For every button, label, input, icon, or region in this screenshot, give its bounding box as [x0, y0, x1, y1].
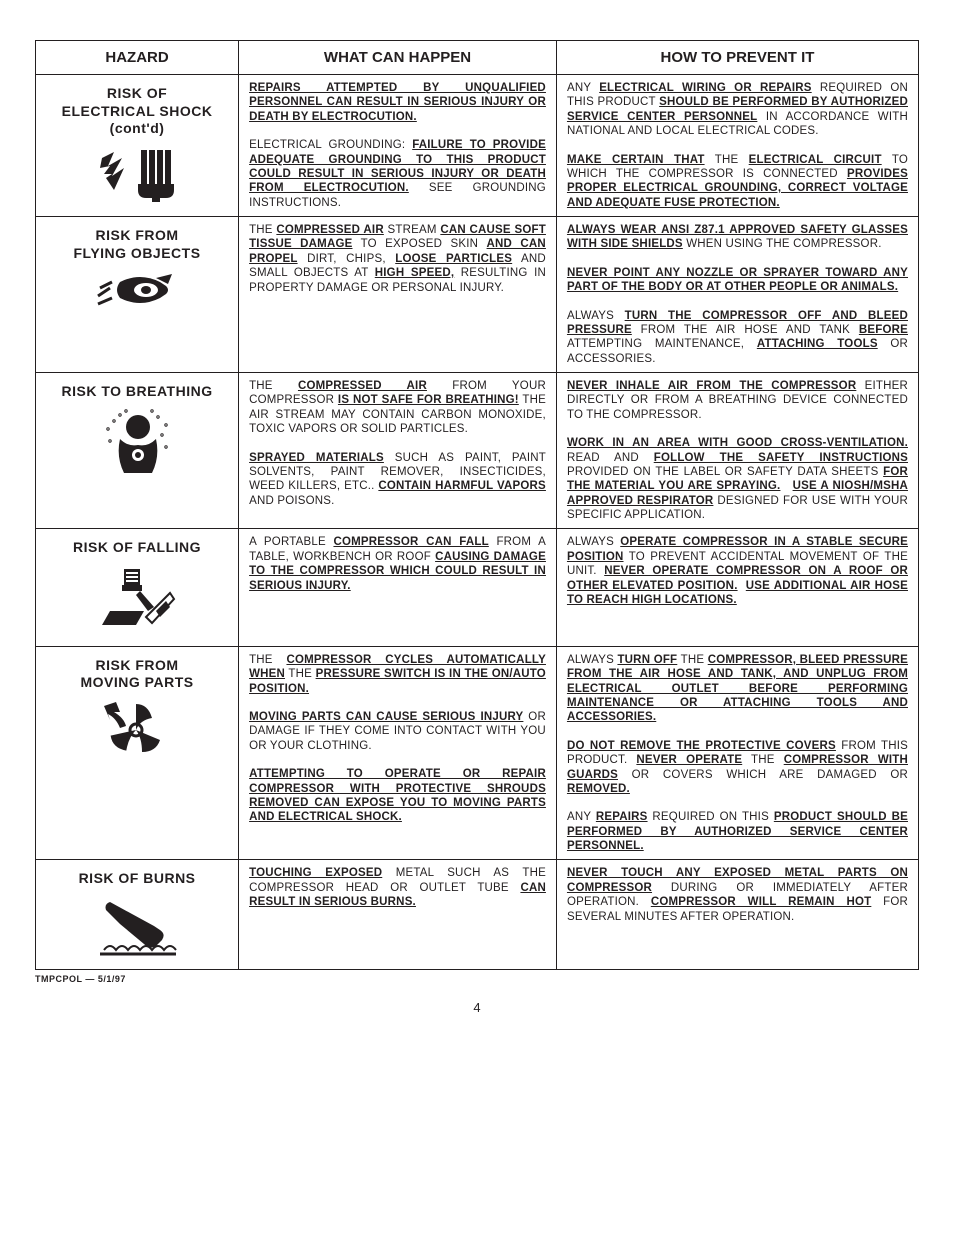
- hazard-cell: RISK FROMMOVING PARTS: [36, 646, 239, 860]
- falling-icon: [46, 563, 228, 640]
- what-text: THE COMPRESSOR CYCLES AUTOMATICALLY WHEN…: [249, 653, 546, 825]
- how-cell: ALWAYS WEAR ANSI Z87.1 APPROVED SAFETY G…: [556, 217, 918, 373]
- how-cell: ANY ELECTRICAL WIRING OR REPAIRS REQUIRE…: [556, 75, 918, 217]
- what-cell: REPAIRS ATTEMPTED BY UNQUALIFIED PERSONN…: [239, 75, 557, 217]
- footer-code: TMPCPOL — 5/1/97: [35, 974, 919, 984]
- how-text: ALWAYS OPERATE COMPRESSOR IN A STABLE SE…: [567, 535, 908, 607]
- table-row: RISK FROMMOVING PARTS THE COMPRESSOR CYCL…: [36, 646, 919, 860]
- hazard-title: RISK OF FALLING: [46, 539, 228, 557]
- table-header-row: HAZARD WHAT CAN HAPPEN HOW TO PREVENT IT: [36, 41, 919, 75]
- how-text: ANY ELECTRICAL WIRING OR REPAIRS REQUIRE…: [567, 81, 908, 210]
- what-cell: A PORTABLE COMPRESSOR CAN FALL FROM A TA…: [239, 529, 557, 647]
- how-text: NEVER INHALE AIR FROM THE COMPRESSOR EIT…: [567, 379, 908, 522]
- what-text: THE COMPRESSED AIR STREAM CAN CAUSE SOFT…: [249, 223, 546, 295]
- hazard-table: HAZARD WHAT CAN HAPPEN HOW TO PREVENT IT…: [35, 40, 919, 970]
- burns-icon: [46, 894, 228, 963]
- how-text: ALWAYS WEAR ANSI Z87.1 APPROVED SAFETY G…: [567, 223, 908, 366]
- how-text: ALWAYS TURN OFF THE COMPRESSOR, BLEED PR…: [567, 653, 908, 854]
- hazard-cell: RISK FROMFLYING OBJECTS: [36, 217, 239, 373]
- table-row: RISK OF FALLING A PORTABLE COMPRESSOR CAN…: [36, 529, 919, 647]
- hazard-cell: RISK OFELECTRICAL SHOCK(cont'd): [36, 75, 239, 217]
- table-row: RISK OFELECTRICAL SHOCK(cont'd) REPAIRS A…: [36, 75, 919, 217]
- hazard-title: RISK FROMFLYING OBJECTS: [46, 227, 228, 262]
- table-row: RISK FROMFLYING OBJECTS THE COMPRESSED AI…: [36, 217, 919, 373]
- what-text: REPAIRS ATTEMPTED BY UNQUALIFIED PERSONN…: [249, 81, 546, 210]
- what-cell: THE COMPRESSOR CYCLES AUTOMATICALLY WHEN…: [239, 646, 557, 860]
- hazard-cell: RISK OF BURNS: [36, 860, 239, 970]
- hazard-title: RISK TO BREATHING: [46, 383, 228, 401]
- hazard-cell: RISK TO BREATHING: [36, 373, 239, 529]
- breathing-icon: [46, 407, 228, 484]
- hazard-cell: RISK OF FALLING: [36, 529, 239, 647]
- hazard-title: RISK OFELECTRICAL SHOCK(cont'd): [46, 85, 228, 138]
- what-text: THE COMPRESSED AIR FROM YOUR COMPRESSOR …: [249, 379, 546, 508]
- what-cell: THE COMPRESSED AIR FROM YOUR COMPRESSOR …: [239, 373, 557, 529]
- what-cell: TOUCHING EXPOSED METAL SUCH AS THE COMPR…: [239, 860, 557, 970]
- table-row: RISK OF BURNS TOUCHING EXPOSED METAL SUCH…: [36, 860, 919, 970]
- table-row: RISK TO BREATHING THE COMPRESSED AIR FROM…: [36, 373, 919, 529]
- how-cell: ALWAYS TURN OFF THE COMPRESSOR, BLEED PR…: [556, 646, 918, 860]
- moving-icon: [46, 698, 228, 767]
- how-cell: NEVER TOUCH ANY EXPOSED METAL PARTS ON C…: [556, 860, 918, 970]
- what-text: TOUCHING EXPOSED METAL SUCH AS THE COMPR…: [249, 866, 546, 909]
- how-cell: NEVER INHALE AIR FROM THE COMPRESSOR EIT…: [556, 373, 918, 529]
- header-how: HOW TO PREVENT IT: [556, 41, 918, 75]
- header-what: WHAT CAN HAPPEN: [239, 41, 557, 75]
- what-text: A PORTABLE COMPRESSOR CAN FALL FROM A TA…: [249, 535, 546, 593]
- how-cell: ALWAYS OPERATE COMPRESSOR IN A STABLE SE…: [556, 529, 918, 647]
- what-cell: THE COMPRESSED AIR STREAM CAN CAUSE SOFT…: [239, 217, 557, 373]
- header-hazard: HAZARD: [36, 41, 239, 75]
- how-text: NEVER TOUCH ANY EXPOSED METAL PARTS ON C…: [567, 866, 908, 924]
- hazard-title: RISK FROMMOVING PARTS: [46, 657, 228, 692]
- shock-icon: [46, 144, 228, 207]
- hazard-title: RISK OF BURNS: [46, 870, 228, 888]
- flying-icon: [46, 268, 228, 321]
- page-number: 4: [35, 1000, 919, 1015]
